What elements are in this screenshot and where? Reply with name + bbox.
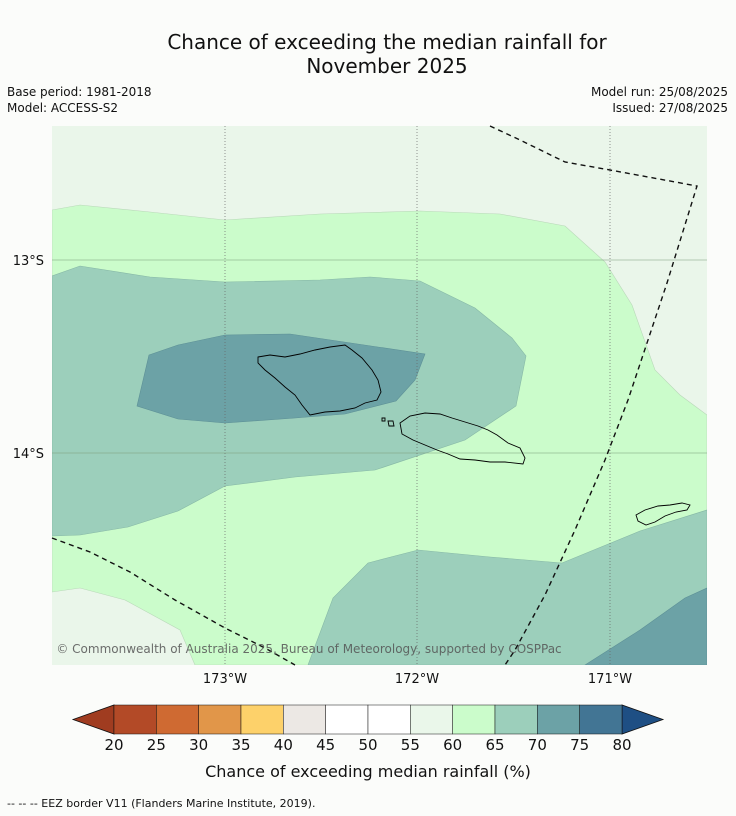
island-tutuila [635, 502, 691, 526]
contour-65-70-south [307, 509, 707, 665]
colorbar-segment [494, 704, 538, 735]
colorbar-tick-label: 80 [612, 736, 631, 754]
coastlines [257, 344, 691, 526]
title-line-2: November 2025 [306, 54, 468, 78]
colorbar-tick-label: 55 [401, 736, 420, 754]
island-apolima [381, 417, 386, 422]
lat-label-13s: 13°S [13, 254, 44, 269]
rainfall-map: © Commonwealth of Australia 2025, Bureau… [13, 125, 707, 754]
colorbar-over-arrow [621, 704, 665, 735]
colorbar-segment [579, 704, 623, 735]
island-manono [387, 420, 395, 427]
colorbar-tick-label: 35 [231, 736, 250, 754]
island-upolu [399, 412, 526, 465]
colorbar-segment [537, 704, 580, 735]
model-name: Model: ACCESS-S2 [7, 101, 119, 115]
colorbar-segment [325, 704, 369, 735]
colorbar-segment [367, 704, 411, 735]
issued-date: Issued: 27/08/2025 [612, 101, 728, 115]
colorbar-tick-label: 45 [316, 736, 335, 754]
colorbar-segment [283, 704, 326, 735]
colorbar-tick-label: 20 [104, 736, 123, 754]
lon-label-173w: 173°W [203, 672, 247, 687]
base-period: Base period: 1981-2018 [7, 85, 152, 99]
page-title: Chance of exceeding the median rainfall … [0, 30, 736, 78]
lat-label-14s: 14°S [13, 447, 44, 462]
metadata-right: Model run: 25/08/2025 Issued: 27/08/2025 [591, 84, 728, 116]
metadata-left: Base period: 1981-2018 Model: ACCESS-S2 [7, 84, 152, 116]
graticule [52, 126, 707, 665]
colorbar-label: Chance of exceeding median rainfall (%) [205, 762, 531, 781]
eez-legend-note: -- -- -- EEZ border V11 (Flanders Marine… [7, 797, 316, 810]
model-run-date: Model run: 25/08/2025 [590, 85, 728, 99]
colorbar-segment [452, 704, 496, 735]
eez-border-east [489, 125, 698, 666]
eez-borders [51, 125, 698, 666]
colorbar-tick-label: 60 [443, 736, 462, 754]
lon-label-171w: 171°W [588, 672, 632, 687]
eez-border-west [51, 537, 296, 666]
colorbar-segment [198, 704, 242, 735]
colorbar-tick-label: 40 [274, 736, 293, 754]
probability-contours [52, 126, 707, 665]
contour-70-75-south [584, 587, 707, 665]
title-line-1: Chance of exceeding the median rainfall … [167, 30, 607, 54]
colorbar-segment [240, 704, 284, 735]
colorbar-under-arrow [71, 704, 115, 735]
colorbar-tick-label: 75 [570, 736, 589, 754]
colorbar-tick-label: 65 [485, 736, 504, 754]
colorbar-tick-label: 30 [189, 736, 208, 754]
colorbar-tick-label: 25 [147, 736, 166, 754]
colorbar: 20 25 30 35 40 45 50 55 60 65 70 75 80 [71, 704, 665, 754]
colorbar-segment [113, 704, 157, 735]
copyright-text: © Commonwealth of Australia 2025, Bureau… [56, 642, 561, 656]
lon-label-172w: 172°W [395, 672, 439, 687]
colorbar-tick-label: 70 [528, 736, 547, 754]
contour-70-75 [136, 333, 426, 424]
colorbar-segment [156, 704, 199, 735]
axis-labels: 173°W 172°W 171°W 13°S 14°S [13, 254, 633, 687]
island-savaii [257, 344, 382, 416]
colorbar-tick-label: 50 [358, 736, 377, 754]
colorbar-segment [410, 704, 453, 735]
